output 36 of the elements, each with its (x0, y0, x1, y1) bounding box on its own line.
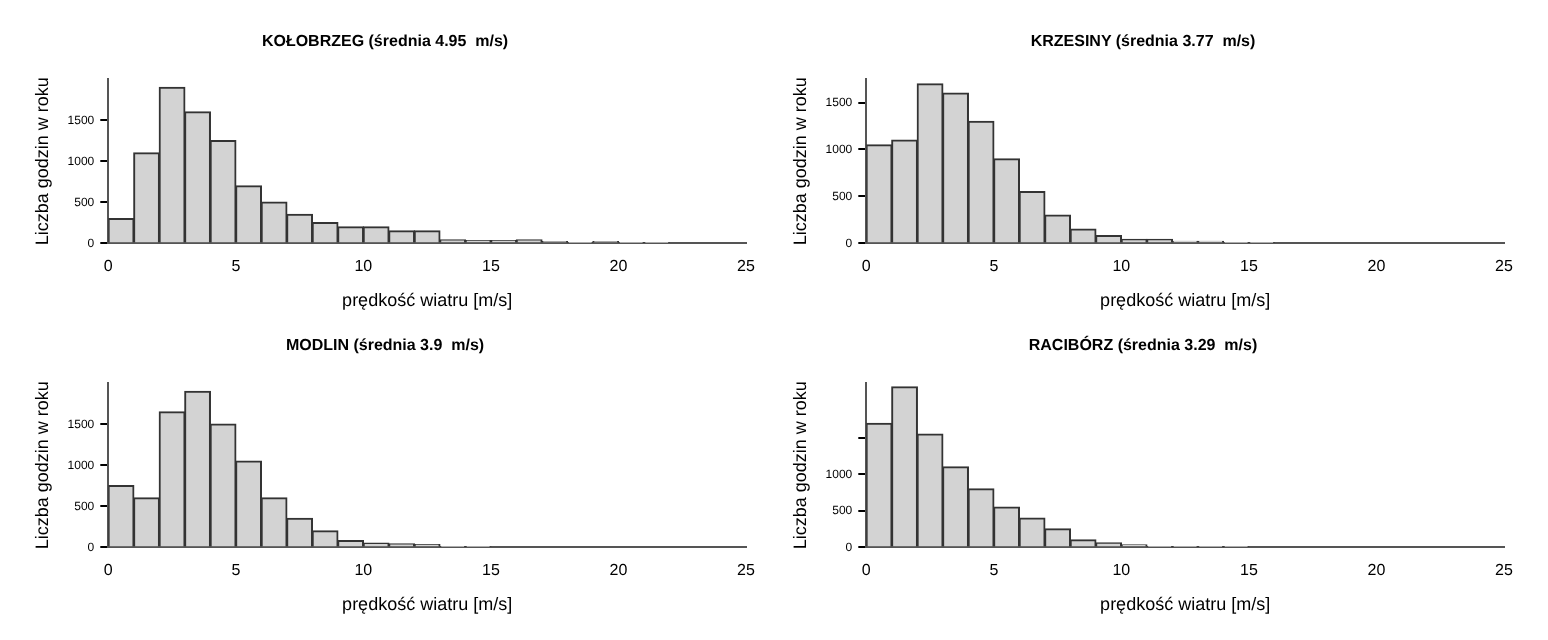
x-tick-label: 10 (354, 257, 374, 276)
x-tick-label: 15 (1240, 257, 1259, 276)
chart-title: MODLIN (średnia 3.9 m/s) (285, 336, 485, 355)
x-tick-label: 5 (989, 257, 1000, 276)
y-axis-title: Liczba godzin w roku (789, 381, 810, 550)
x-tick-label: 15 (482, 561, 501, 580)
x-tick-label: 25 (1495, 257, 1514, 276)
x-tick-label: 0 (103, 561, 114, 580)
x-tick-label: 5 (231, 561, 242, 580)
x-axis-title: prędkość wiatru [m/s] (1100, 290, 1271, 311)
x-tick-label: 25 (737, 257, 756, 276)
chart-title: KOŁOBRZEG (średnia 4.95 m/s) (261, 32, 509, 51)
x-tick-label: 20 (1367, 561, 1387, 580)
x-tick-label: 0 (861, 257, 872, 276)
x-tick-label: 0 (103, 257, 114, 276)
x-tick-label: 10 (1112, 257, 1132, 276)
y-axis-title: Liczba godzin w roku (789, 77, 810, 246)
x-tick-label: 10 (354, 561, 374, 580)
x-axis-title: prędkość wiatru [m/s] (342, 290, 513, 311)
x-tick-label: 20 (1367, 257, 1387, 276)
chart-title: KRZESINY (średnia 3.77 m/s) (1030, 32, 1256, 51)
x-tick-label: 25 (737, 561, 756, 580)
x-tick-label: 20 (609, 561, 629, 580)
chart-title: RACIBÓRZ (średnia 3.29 m/s) (1028, 334, 1258, 355)
x-tick-label: 5 (231, 257, 242, 276)
y-axis-title: Liczba godzin w roku (31, 381, 52, 550)
x-tick-label: 20 (609, 257, 629, 276)
x-tick-label: 5 (989, 561, 1000, 580)
x-axis-title: prędkość wiatru [m/s] (1100, 594, 1271, 615)
x-tick-label: 15 (1240, 561, 1259, 580)
x-axis-title: prędkość wiatru [m/s] (342, 594, 513, 615)
x-tick-label: 15 (482, 257, 501, 276)
x-tick-label: 25 (1495, 561, 1514, 580)
x-tick-label: 10 (1112, 561, 1132, 580)
x-tick-label: 0 (861, 561, 872, 580)
y-axis-title: Liczba godzin w roku (31, 77, 52, 246)
